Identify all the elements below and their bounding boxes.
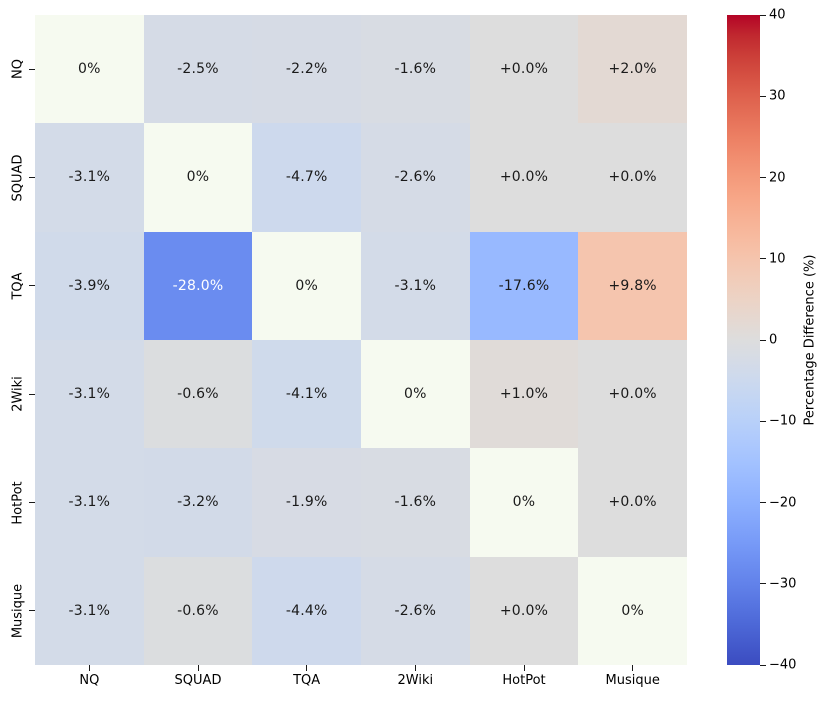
x-axis-tick-label: SQUAD <box>174 673 222 688</box>
heatmap-cell: -4.7% <box>252 123 361 232</box>
heatmap-cell: +0.0% <box>469 15 579 124</box>
colorbar-tick-mark <box>760 258 766 260</box>
colorbar-gradient <box>727 15 760 665</box>
colorbar-tick-label: −40 <box>769 657 797 673</box>
x-axis-tick-mark <box>306 665 308 671</box>
x-axis-tick-mark <box>523 665 525 671</box>
colorbar-tick-mark <box>760 420 766 422</box>
colorbar-tick-mark <box>760 177 766 178</box>
y-axis-tick-mark <box>29 177 35 178</box>
heatmap-cell: -28.0% <box>143 231 253 340</box>
colorbar-tick-label: 30 <box>769 88 786 104</box>
x-axis-tick-label: TQA <box>293 673 321 688</box>
colorbar-tick-label: −30 <box>769 576 797 592</box>
heatmap-cell: +9.8% <box>578 231 687 340</box>
y-axis-tick-label: TQA <box>10 272 26 300</box>
x-axis-tick-label: 2Wiki <box>397 673 434 688</box>
heatmap-cell: -3.2% <box>143 448 253 557</box>
y-axis-tick-mark <box>29 610 35 612</box>
heatmap-cell: -4.4% <box>252 556 361 665</box>
colorbar-tick-mark <box>760 583 766 585</box>
heatmap-cell: 0% <box>578 556 687 665</box>
colorbar-axis-label: Percentage Difference (%) <box>802 254 818 426</box>
heatmap-cell: +0.0% <box>469 123 579 232</box>
heatmap-cell: -0.6% <box>143 556 253 665</box>
heatmap-cell: -17.6% <box>469 231 579 340</box>
x-axis-tick-mark <box>632 665 634 671</box>
heatmap-cell: -2.5% <box>143 15 253 124</box>
heatmap-cell: -2.6% <box>360 556 470 665</box>
heatmap-cell: 0% <box>143 123 253 232</box>
colorbar-tick-label: 40 <box>769 7 786 23</box>
heatmap-cell: 0% <box>252 231 361 340</box>
x-axis-tick-label: HotPot <box>502 673 546 688</box>
heatmap-cell: +0.0% <box>578 123 687 232</box>
heatmap-cell: -3.1% <box>35 556 144 665</box>
y-axis-tick-label: NQ <box>10 59 26 80</box>
heatmap-cell: +0.0% <box>578 448 687 557</box>
heatmap-cell: -4.1% <box>252 340 361 449</box>
colorbar-tick-mark <box>760 95 766 97</box>
y-axis-tick-label: Musique <box>10 583 26 638</box>
heatmap-cell: +2.0% <box>578 15 687 124</box>
heatmap-cell: -3.1% <box>35 448 144 557</box>
y-axis-tick-mark <box>29 285 35 287</box>
heatmap-cell: +1.0% <box>469 340 579 449</box>
heatmap-cell: -1.9% <box>252 448 361 557</box>
colorbar-tick-mark <box>760 664 766 666</box>
y-axis-tick-label: HotPot <box>10 480 26 525</box>
x-axis-tick-label: NQ <box>79 673 100 688</box>
x-axis-tick-mark <box>414 665 416 671</box>
colorbar-tick-mark <box>760 14 766 16</box>
x-axis-tick-mark <box>197 665 199 671</box>
x-axis-tick-mark <box>88 665 90 671</box>
heatmap-cell: -3.1% <box>35 123 144 232</box>
heatmap-cell: -1.6% <box>360 15 470 124</box>
heatmap-grid: 0% -2.5% -2.2% -1.6% +0.0% +2.0% -3.1% 0% -4.7% -… <box>35 15 687 665</box>
y-axis-tick-mark <box>29 68 35 70</box>
y-axis-tick-label: 2Wiki <box>10 376 26 412</box>
colorbar-tick-label: −10 <box>769 413 797 429</box>
colorbar-tick-label: 10 <box>769 251 786 267</box>
colorbar-tick-label: −20 <box>769 495 797 510</box>
heatmap-cell: 0% <box>360 340 470 449</box>
heatmap-cell: -3.1% <box>35 340 144 449</box>
heatmap-cell: -2.2% <box>252 15 361 124</box>
colorbar-tick-mark <box>760 502 766 503</box>
y-axis-tick-mark <box>29 393 35 395</box>
colorbar-tick-mark <box>760 339 766 341</box>
colorbar-tick-label: 0 <box>769 332 778 348</box>
heatmap-cell: +0.0% <box>469 556 579 665</box>
heatmap-cell: -0.6% <box>143 340 253 449</box>
y-axis-tick-mark <box>29 502 35 503</box>
y-axis-tick-label: SQUAD <box>10 154 26 201</box>
colorbar-tick-label: 20 <box>769 170 786 185</box>
x-axis-tick-label: Musique <box>605 673 660 688</box>
heatmap-cell: -3.9% <box>35 231 144 340</box>
heatmap-cell: +0.0% <box>578 340 687 449</box>
heatmap-cell: -2.6% <box>360 123 470 232</box>
heatmap-cell: -3.1% <box>360 231 470 340</box>
heatmap-cell: -1.6% <box>360 448 470 557</box>
heatmap-cell: 0% <box>469 448 579 557</box>
heatmap-cell: 0% <box>35 15 144 124</box>
